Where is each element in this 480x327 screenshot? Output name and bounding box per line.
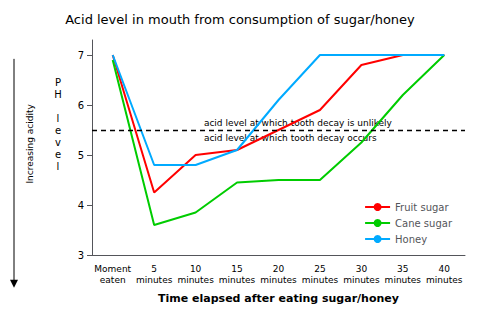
svg-text:l: l [57,161,60,172]
svg-text:minutes: minutes [260,275,297,285]
svg-text:minutes: minutes [426,275,463,285]
svg-text:Moment: Moment [94,264,131,274]
svg-text:eaten: eaten [100,275,126,285]
svg-text:6: 6 [78,100,84,111]
svg-text:acid level at which tooth deca: acid level at which tooth decay is unlik… [204,118,393,128]
svg-text:minutes: minutes [219,275,256,285]
svg-text:v: v [55,137,61,148]
svg-text:minutes: minutes [385,275,422,285]
svg-text:5: 5 [151,264,157,274]
svg-text:10: 10 [190,264,202,274]
svg-text:minutes: minutes [177,275,214,285]
svg-text:4: 4 [78,200,84,211]
svg-text:Honey: Honey [395,234,427,245]
svg-text:Cane sugar: Cane sugar [395,218,453,229]
svg-text:5: 5 [78,150,84,161]
svg-text:15: 15 [231,264,242,274]
svg-text:35: 35 [397,264,408,274]
svg-text:minutes: minutes [302,275,339,285]
svg-text:Acid level in mouth from consu: Acid level in mouth from consumption of … [65,12,415,27]
svg-text:25: 25 [314,264,325,274]
svg-text:e: e [55,149,61,160]
svg-text:acid level at which tooth deca: acid level at which tooth decay occurs [204,133,377,143]
svg-text:minutes: minutes [136,275,173,285]
svg-text:Fruit sugar: Fruit sugar [395,202,449,213]
svg-text:20: 20 [273,264,285,274]
svg-text:l: l [57,113,60,124]
svg-text:Time elapsed after eating suga: Time elapsed after eating sugar/honey [158,292,399,305]
svg-text:P: P [55,77,61,88]
svg-text:7: 7 [78,50,84,61]
svg-text:3: 3 [78,250,84,261]
svg-text:H: H [54,89,62,100]
svg-text:minutes: minutes [343,275,380,285]
svg-text:30: 30 [356,264,368,274]
svg-text:40: 40 [439,264,451,274]
svg-text:e: e [55,125,61,136]
svg-text:Increasing acidity: Increasing acidity [25,104,35,184]
